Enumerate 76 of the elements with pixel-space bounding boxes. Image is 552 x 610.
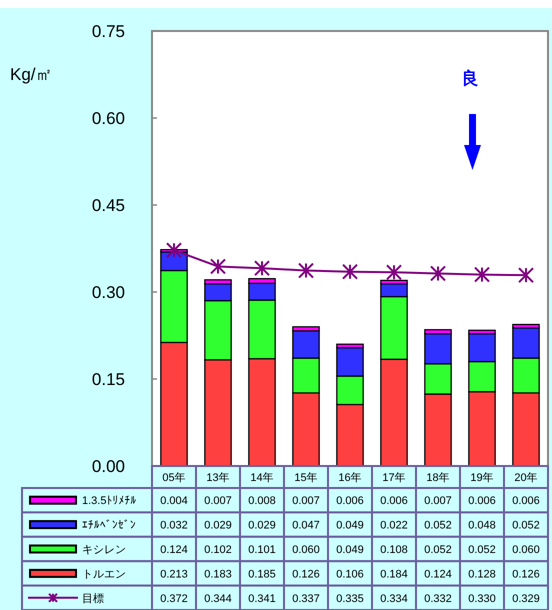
data-label: 0.372	[160, 592, 188, 605]
data-label: 0.101	[248, 544, 276, 556]
data-label: 0.060	[292, 544, 320, 556]
data-label: 0.108	[380, 544, 408, 556]
y-tick-label: 0.75	[92, 22, 125, 41]
legend-label: ｴﾁﾙﾍﾞﾝｾﾞﾝ	[82, 518, 136, 532]
legend-label: 目標	[82, 592, 104, 605]
data-label: 0.341	[248, 592, 276, 605]
legend-label: キシレン	[82, 544, 126, 556]
data-label: 0.049	[336, 520, 364, 532]
data-label: 0.330	[468, 592, 496, 605]
data-label: 0.004	[160, 495, 188, 508]
data-label: 0.006	[336, 495, 364, 508]
y-tick-label: 0.00	[92, 457, 125, 476]
data-label: 0.332	[424, 592, 452, 605]
data-label: 0.047	[292, 520, 320, 532]
data-label: 0.008	[248, 495, 276, 508]
x-tick-label: 16年	[338, 472, 362, 484]
data-label: 0.052	[424, 520, 452, 532]
data-label: 0.060	[512, 544, 540, 556]
x-tick-label: 05年	[162, 472, 186, 484]
data-label: 0.126	[292, 568, 320, 580]
data-label: 0.007	[204, 495, 232, 508]
x-tick-label: 18年	[426, 472, 450, 484]
data-label: 0.106	[336, 568, 364, 580]
data-label: 0.006	[380, 495, 408, 508]
data-label: 0.006	[468, 495, 496, 508]
x-tick-label: 15年	[294, 472, 318, 484]
data-label: 0.032	[160, 520, 188, 532]
data-label: 0.337	[292, 592, 320, 605]
data-label: 0.029	[204, 520, 232, 532]
data-label: 0.049	[336, 544, 364, 556]
data-label: 0.102	[204, 544, 232, 556]
annotation: 良	[462, 69, 478, 88]
data-label: 0.052	[468, 544, 496, 556]
x-tick-label: 13年	[206, 472, 230, 484]
data-label: 0.007	[424, 495, 452, 508]
point	[210, 258, 226, 274]
y-tick-label: 0.30	[92, 283, 125, 302]
data-label: 0.344	[204, 592, 232, 605]
legend-label: トルエン	[82, 568, 126, 580]
data-label: 0.048	[468, 520, 496, 532]
data-label: 0.334	[380, 592, 408, 605]
data-label: 0.128	[468, 568, 496, 580]
x-tick-label: 20年	[514, 472, 538, 484]
point	[430, 265, 446, 282]
data-label: 0.052	[512, 520, 540, 532]
x-tick-label: 19年	[470, 472, 494, 484]
y-tick-label: 0.45	[92, 196, 125, 215]
point	[386, 264, 402, 280]
point	[342, 264, 358, 280]
point	[474, 266, 490, 283]
y-tick-label: 0.60	[92, 109, 125, 128]
point	[254, 260, 270, 276]
data-label: 0.124	[424, 568, 452, 580]
data-label: 0.126	[512, 568, 540, 580]
legend-label: 1.3.5ﾄﾘﾒﾁﾙ	[82, 495, 136, 508]
data-label: 0.329	[512, 592, 540, 605]
data-label: 0.052	[424, 544, 452, 556]
point	[518, 267, 534, 284]
x-tick-label: 14年	[250, 472, 274, 484]
data-label: 0.335	[336, 592, 364, 605]
data-label: 0.185	[248, 568, 276, 580]
data-label: 0.029	[248, 520, 276, 532]
data-label: 0.006	[512, 495, 540, 508]
x-tick-label: 17年	[382, 472, 406, 484]
data-label: 0.022	[380, 520, 408, 532]
y-tick-label: 0.15	[92, 370, 125, 389]
data-label: 0.007	[292, 495, 320, 508]
y-axis-title: Kg/㎡	[10, 65, 53, 84]
point	[166, 242, 182, 258]
point	[298, 262, 314, 279]
data-label: 0.183	[204, 568, 232, 580]
data-label: 0.124	[160, 544, 188, 556]
data-label: 0.184	[380, 568, 408, 580]
data-label: 0.213	[160, 568, 188, 580]
